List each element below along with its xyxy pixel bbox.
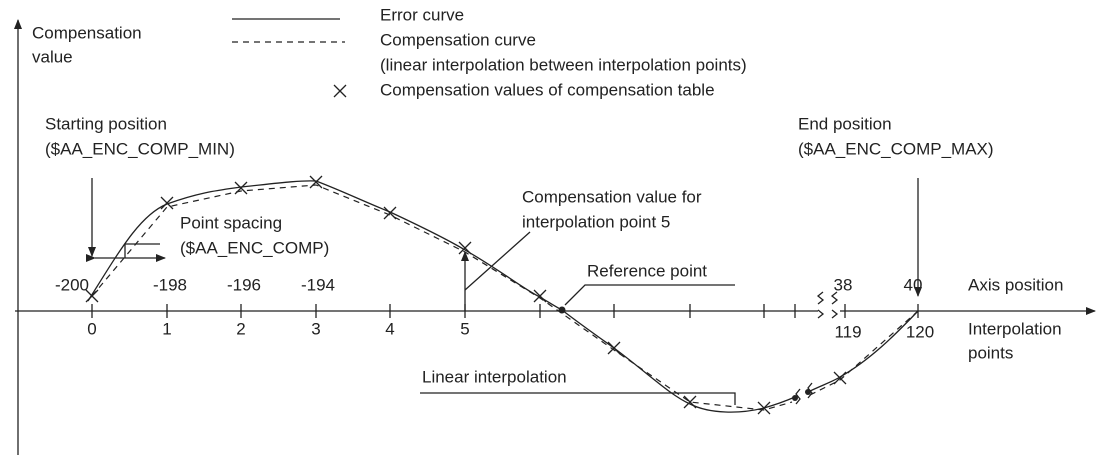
- crosses: [85, 175, 847, 415]
- interp-point: 119: [834, 322, 861, 341]
- interp-point: 2: [236, 319, 245, 338]
- y-label: Compensation: [32, 23, 142, 42]
- axis-position-label: Axis position: [968, 275, 1063, 294]
- dot: [805, 389, 811, 395]
- start-label: ($AA_ENC_COMP_MIN): [45, 139, 235, 158]
- spacing-label: ($AA_ENC_COMP): [180, 238, 329, 257]
- legend-cross: [333, 84, 347, 98]
- interp-label: points: [968, 343, 1013, 362]
- legend-label: Compensation curve: [380, 30, 536, 49]
- error-curve: [807, 310, 919, 393]
- leader: [420, 392, 736, 405]
- axis-position: 40: [904, 275, 923, 294]
- axis-position: -194: [301, 275, 335, 294]
- leader: [564, 284, 735, 306]
- axis-position: 38: [834, 275, 853, 294]
- interp-point: 4: [385, 319, 394, 338]
- compensation-curve: [809, 310, 919, 396]
- legend-label: Error curve: [380, 5, 464, 24]
- axis-break: [816, 291, 839, 319]
- ticks: [91, 304, 919, 318]
- interp-point: 5: [460, 319, 469, 338]
- y-label: value: [32, 47, 73, 66]
- axis-position: -200: [55, 275, 89, 294]
- reference-dot: [558, 306, 566, 314]
- dot: [792, 395, 798, 401]
- axis-position: -196: [227, 275, 261, 294]
- interp-point: 3: [311, 319, 320, 338]
- axis-position: -198: [153, 275, 187, 294]
- interp-point: 120: [906, 322, 934, 341]
- spacing-label: Point spacing: [180, 213, 282, 232]
- linear-label: Linear interpolation: [422, 367, 567, 386]
- reference-label: Reference point: [587, 261, 707, 280]
- end-label: End position: [798, 114, 892, 133]
- leader: [124, 243, 160, 258]
- interp-label: Interpolation: [968, 319, 1062, 338]
- legend-note: (linear interpolation between interpolat…: [380, 55, 747, 74]
- end-label: ($AA_ENC_COMP_MAX): [798, 139, 994, 158]
- start-label: Starting position: [45, 114, 167, 133]
- interp-point: 1: [162, 319, 171, 338]
- value-label: interpolation point 5: [522, 212, 670, 231]
- error-curve: [87, 180, 796, 413]
- leader: [464, 231, 531, 291]
- value-label: Compensation value for: [522, 187, 702, 206]
- interp-point: 0: [87, 319, 96, 338]
- legend-label: Compensation values of compensation tabl…: [380, 80, 715, 99]
